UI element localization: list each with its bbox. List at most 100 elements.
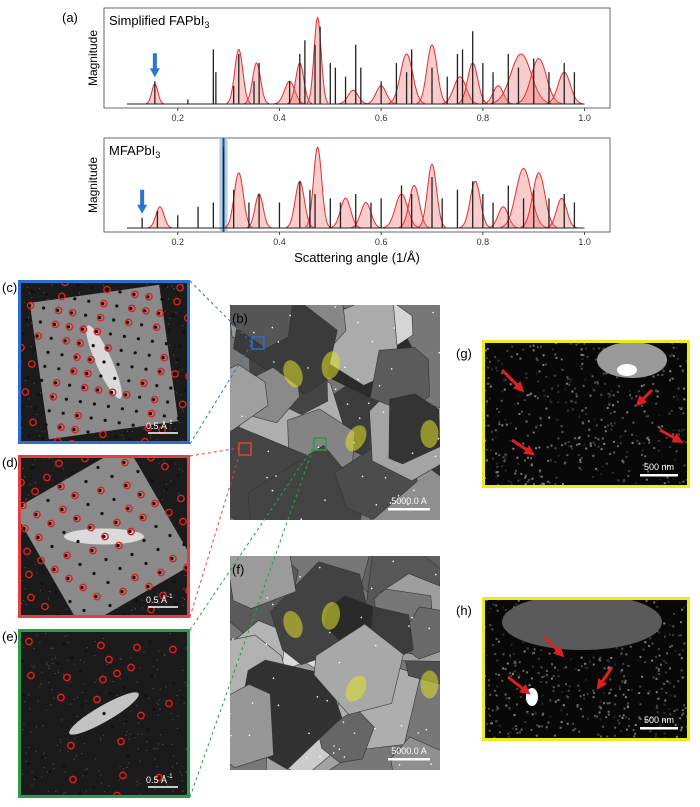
noise (120, 658, 121, 659)
pixel (503, 460, 505, 462)
pixel (498, 411, 500, 413)
dot (326, 700, 328, 702)
noise (94, 682, 95, 683)
dot (300, 518, 302, 520)
sim-spot (30, 617, 36, 623)
pixel (557, 699, 559, 701)
pixel (679, 365, 681, 367)
spot (170, 557, 173, 560)
pixel (494, 356, 496, 358)
pixel (625, 653, 627, 655)
pixel (579, 467, 581, 469)
dot (375, 645, 377, 647)
spot (50, 545, 53, 548)
spot (122, 686, 125, 689)
pixel (524, 459, 526, 461)
pixel (600, 700, 602, 702)
pixel (580, 354, 582, 356)
pixel (492, 458, 494, 460)
pixel (613, 441, 615, 443)
dot (408, 625, 410, 627)
spot (132, 576, 135, 579)
pixel (536, 425, 538, 427)
pixel (622, 663, 624, 665)
pixel (495, 429, 497, 431)
chart-title-sub: 3 (204, 20, 209, 30)
spot (28, 304, 31, 307)
pixel (521, 729, 523, 731)
pixel (527, 647, 529, 649)
pixel (624, 430, 626, 432)
pixel (657, 374, 659, 376)
spot (156, 548, 159, 551)
pixel (514, 403, 516, 405)
pixel (537, 380, 539, 382)
pixel (601, 419, 603, 421)
pixel (581, 348, 583, 350)
spot (107, 405, 110, 408)
pixel (534, 395, 536, 397)
spot (98, 644, 101, 647)
pixel (664, 482, 666, 484)
spot (144, 694, 147, 697)
noise (183, 703, 184, 704)
spot (80, 704, 83, 707)
pixel (497, 471, 499, 473)
spot (124, 720, 127, 723)
pixel (496, 685, 498, 687)
pixel (522, 443, 524, 445)
pixel (649, 637, 651, 639)
spot (172, 580, 175, 583)
noise (181, 775, 182, 776)
pixel (522, 641, 524, 643)
pixel (541, 725, 543, 727)
pixel (551, 663, 553, 665)
noise (65, 792, 66, 793)
dot (359, 417, 361, 419)
noise (64, 636, 65, 637)
pixel (509, 440, 511, 442)
spot (192, 506, 195, 509)
pixel (629, 390, 631, 392)
noise (170, 480, 171, 481)
spot (10, 446, 13, 449)
pixel (551, 445, 553, 447)
pixel (601, 448, 603, 450)
noise (70, 681, 71, 682)
pixel (614, 663, 616, 665)
spot (90, 416, 93, 419)
noise (171, 285, 172, 286)
noise (63, 674, 64, 675)
pixel (659, 655, 661, 657)
spot (9, 388, 12, 391)
pixel (486, 723, 488, 725)
noise (23, 468, 24, 469)
pixel (514, 662, 516, 664)
dot (335, 388, 337, 390)
pixel (579, 436, 581, 438)
spot (57, 367, 60, 370)
pixel (491, 431, 493, 433)
spot (128, 666, 131, 669)
pixel (501, 390, 503, 392)
pixel (683, 388, 685, 390)
spot (60, 353, 63, 356)
spot (112, 498, 115, 501)
noise (139, 783, 140, 784)
pixel (527, 712, 529, 714)
pixel (512, 448, 514, 450)
pixel (673, 347, 675, 349)
pixel (638, 443, 640, 445)
pixel (511, 346, 513, 348)
dot (278, 705, 280, 707)
pixel (631, 434, 633, 436)
spot (124, 393, 127, 396)
noise (31, 322, 32, 323)
pixel (636, 440, 638, 442)
pixel (543, 354, 545, 356)
noise (100, 740, 101, 741)
noise (68, 751, 69, 752)
spot (132, 734, 135, 737)
pixel (681, 609, 683, 611)
pixel (603, 702, 605, 704)
